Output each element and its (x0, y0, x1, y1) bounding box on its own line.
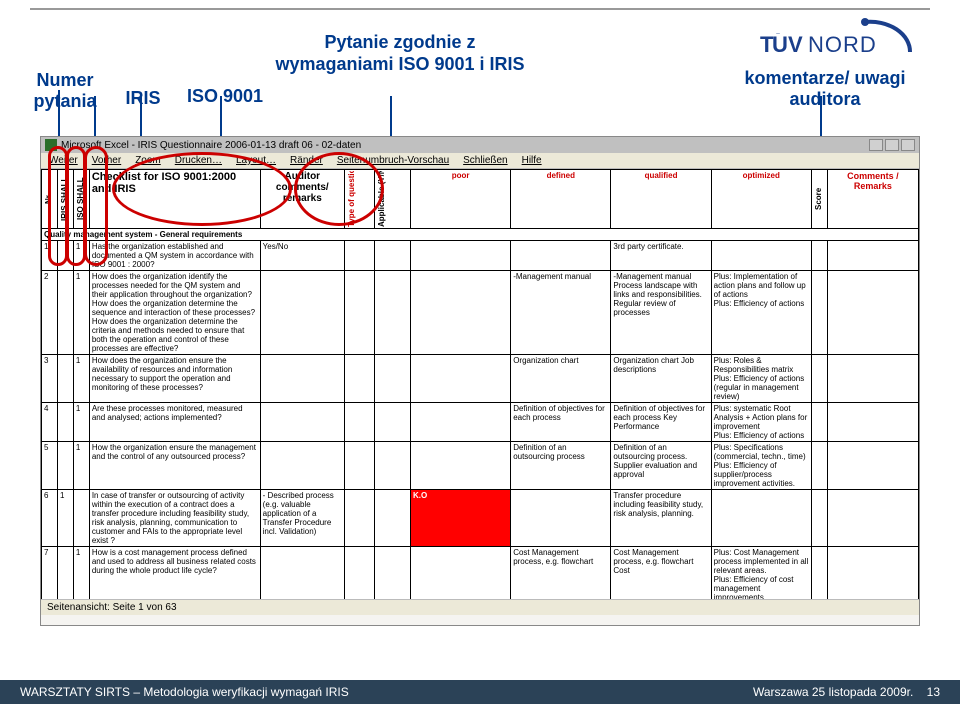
table-body: Quality management system - General requ… (42, 229, 919, 600)
table-row: 61In case of transfer or outsourcing of … (42, 490, 919, 547)
excel-title-text: Microsoft Excel - IRIS Questionnaire 200… (61, 140, 361, 151)
slide-footer: WARSZTATY SIRTS – Metodologia weryfikacj… (0, 680, 960, 704)
table-row: 71How is a cost management process defin… (42, 547, 919, 600)
excel-statusbar: Seitenansicht: Seite 1 von 63 (41, 599, 919, 615)
tuv-nord-logo: T U ̈ V NORD (750, 12, 920, 72)
maximize-button[interactable] (885, 139, 899, 151)
annotation-circle (84, 146, 108, 266)
svg-text:V: V (788, 32, 803, 57)
col-comments: Comments / Remarks (827, 170, 918, 229)
svg-text:U: U (772, 32, 788, 57)
menu-item[interactable]: Schließen (463, 155, 507, 166)
annotation-circle (112, 152, 292, 226)
excel-titlebar: Microsoft Excel - IRIS Questionnaire 200… (41, 137, 919, 153)
annotation-circle (48, 146, 68, 266)
label-numer-pytania: Numer pytania (20, 70, 110, 112)
label-iso9001: ISO 9001 (170, 86, 280, 107)
close-button[interactable] (901, 139, 915, 151)
window-buttons[interactable] (869, 139, 915, 151)
table-row: 11Has the organization established and d… (42, 241, 919, 271)
footer-left: WARSZTATY SIRTS – Metodologia weryfikacj… (20, 685, 349, 699)
col-qualified: qualified (611, 170, 711, 229)
table-row: 51How the organization ensure the manage… (42, 442, 919, 490)
top-rule (30, 8, 930, 10)
footer-right: Warszawa 25 listopada 2009r. 13 (753, 685, 940, 699)
col-defined: defined (511, 170, 611, 229)
col-optimized: optimized (711, 170, 811, 229)
label-iris: IRIS (118, 88, 168, 109)
table-row: 31How does the organization ensure the a… (42, 355, 919, 403)
annotation-circle (294, 152, 384, 226)
menu-item[interactable]: Hilfe (522, 155, 542, 166)
col-score: Score (814, 171, 823, 227)
label-pytanie: Pytanie zgodnie z wymaganiami ISO 9001 i… (270, 32, 530, 75)
label-komentarze: komentarze/ uwagi auditora (735, 68, 915, 110)
svg-text:NORD: NORD (808, 32, 877, 57)
sheet-area: Nr. IRIS SHALL ISO SHALL Checklist for I… (41, 169, 919, 599)
checklist-table: Nr. IRIS SHALL ISO SHALL Checklist for I… (41, 169, 919, 599)
annotation-circle (66, 146, 86, 266)
col-poor: poor (410, 170, 510, 229)
table-row: 21How does the organization identify the… (42, 271, 919, 355)
table-row: 41Are these processes monitored, measure… (42, 403, 919, 442)
minimize-button[interactable] (869, 139, 883, 151)
